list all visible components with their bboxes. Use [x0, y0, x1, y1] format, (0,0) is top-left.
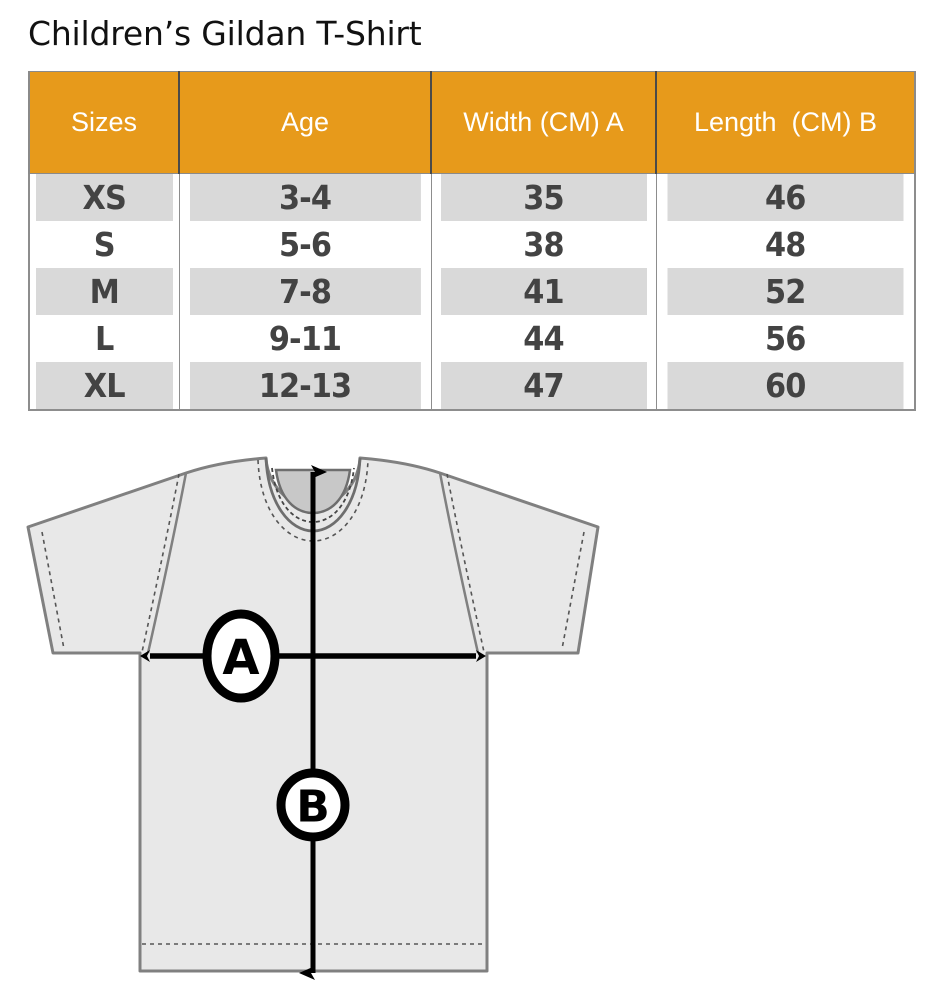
- table-row: S 5-6 38 48: [29, 221, 915, 268]
- cell-age: 3-4: [189, 173, 422, 221]
- cell-length: 60: [666, 362, 906, 411]
- shoulder-seam-left: [146, 472, 188, 654]
- cell-size: L: [34, 315, 174, 362]
- column-header-width: Width (CM) A: [431, 71, 657, 174]
- column-header-length: Length (CM) B: [656, 71, 916, 174]
- cell-length: 56: [666, 315, 906, 362]
- armhole-stitch-right: [446, 473, 485, 653]
- cell-size: S: [34, 221, 174, 268]
- cell-age: 5-6: [189, 221, 422, 268]
- cell-length: 52: [666, 268, 906, 315]
- cell-width: 47: [440, 362, 648, 411]
- cell-size: XS: [34, 173, 174, 221]
- cell-length: 48: [666, 221, 906, 268]
- table-header-row: Sizes Age Width (CM) A Length (CM) B: [28, 71, 916, 174]
- cell-size: XL: [34, 362, 174, 411]
- page-title: Children’s Gildan T-Shirt: [28, 14, 422, 53]
- armhole-stitch-left: [141, 473, 180, 653]
- measurement-b-badge: [276, 768, 350, 842]
- measurement-b-label: B: [296, 782, 330, 833]
- table-row: XS 3-4 35 46: [29, 173, 915, 221]
- measurement-b-group: B: [276, 465, 350, 980]
- cell-age: 9-11: [189, 315, 422, 362]
- cell-width: 38: [440, 221, 648, 268]
- sleeve-hem-stitch-right: [561, 531, 585, 650]
- table-row: XL 12-13 47 60: [29, 362, 915, 411]
- cell-age: 7-8: [189, 268, 422, 315]
- cell-age: 12-13: [189, 362, 422, 411]
- cell-length: 46: [666, 173, 906, 221]
- cell-width: 41: [440, 268, 648, 315]
- table-body: XS 3-4 35 46 S 5-6 38 48 M 7-8 41 52 L 9…: [29, 173, 915, 411]
- column-header-age: Age: [179, 71, 432, 174]
- measurement-a-badge: [202, 609, 280, 703]
- cell-width: 35: [440, 173, 648, 221]
- measurement-a-label: A: [222, 630, 259, 686]
- table-header: Sizes Age Width (CM) A Length (CM) B: [28, 71, 916, 174]
- column-header-sizes: Sizes: [28, 71, 180, 174]
- table-row: M 7-8 41 52: [29, 268, 915, 315]
- size-chart-table: Sizes Age Width (CM) A Length (CM) B XS …: [28, 71, 916, 411]
- collar-ribbing-stitch: [271, 467, 355, 523]
- shoulder-seam-right: [438, 472, 480, 654]
- sleeve-hem-stitch-left: [41, 531, 65, 650]
- cell-width: 44: [440, 315, 648, 362]
- table-row: L 9-11 44 56: [29, 315, 915, 362]
- size-chart-table-container: Sizes Age Width (CM) A Length (CM) B XS …: [28, 71, 916, 411]
- measurement-a-group: A: [140, 609, 486, 703]
- tshirt-measurement-diagram: A B: [26, 456, 600, 980]
- cell-size: M: [34, 268, 174, 315]
